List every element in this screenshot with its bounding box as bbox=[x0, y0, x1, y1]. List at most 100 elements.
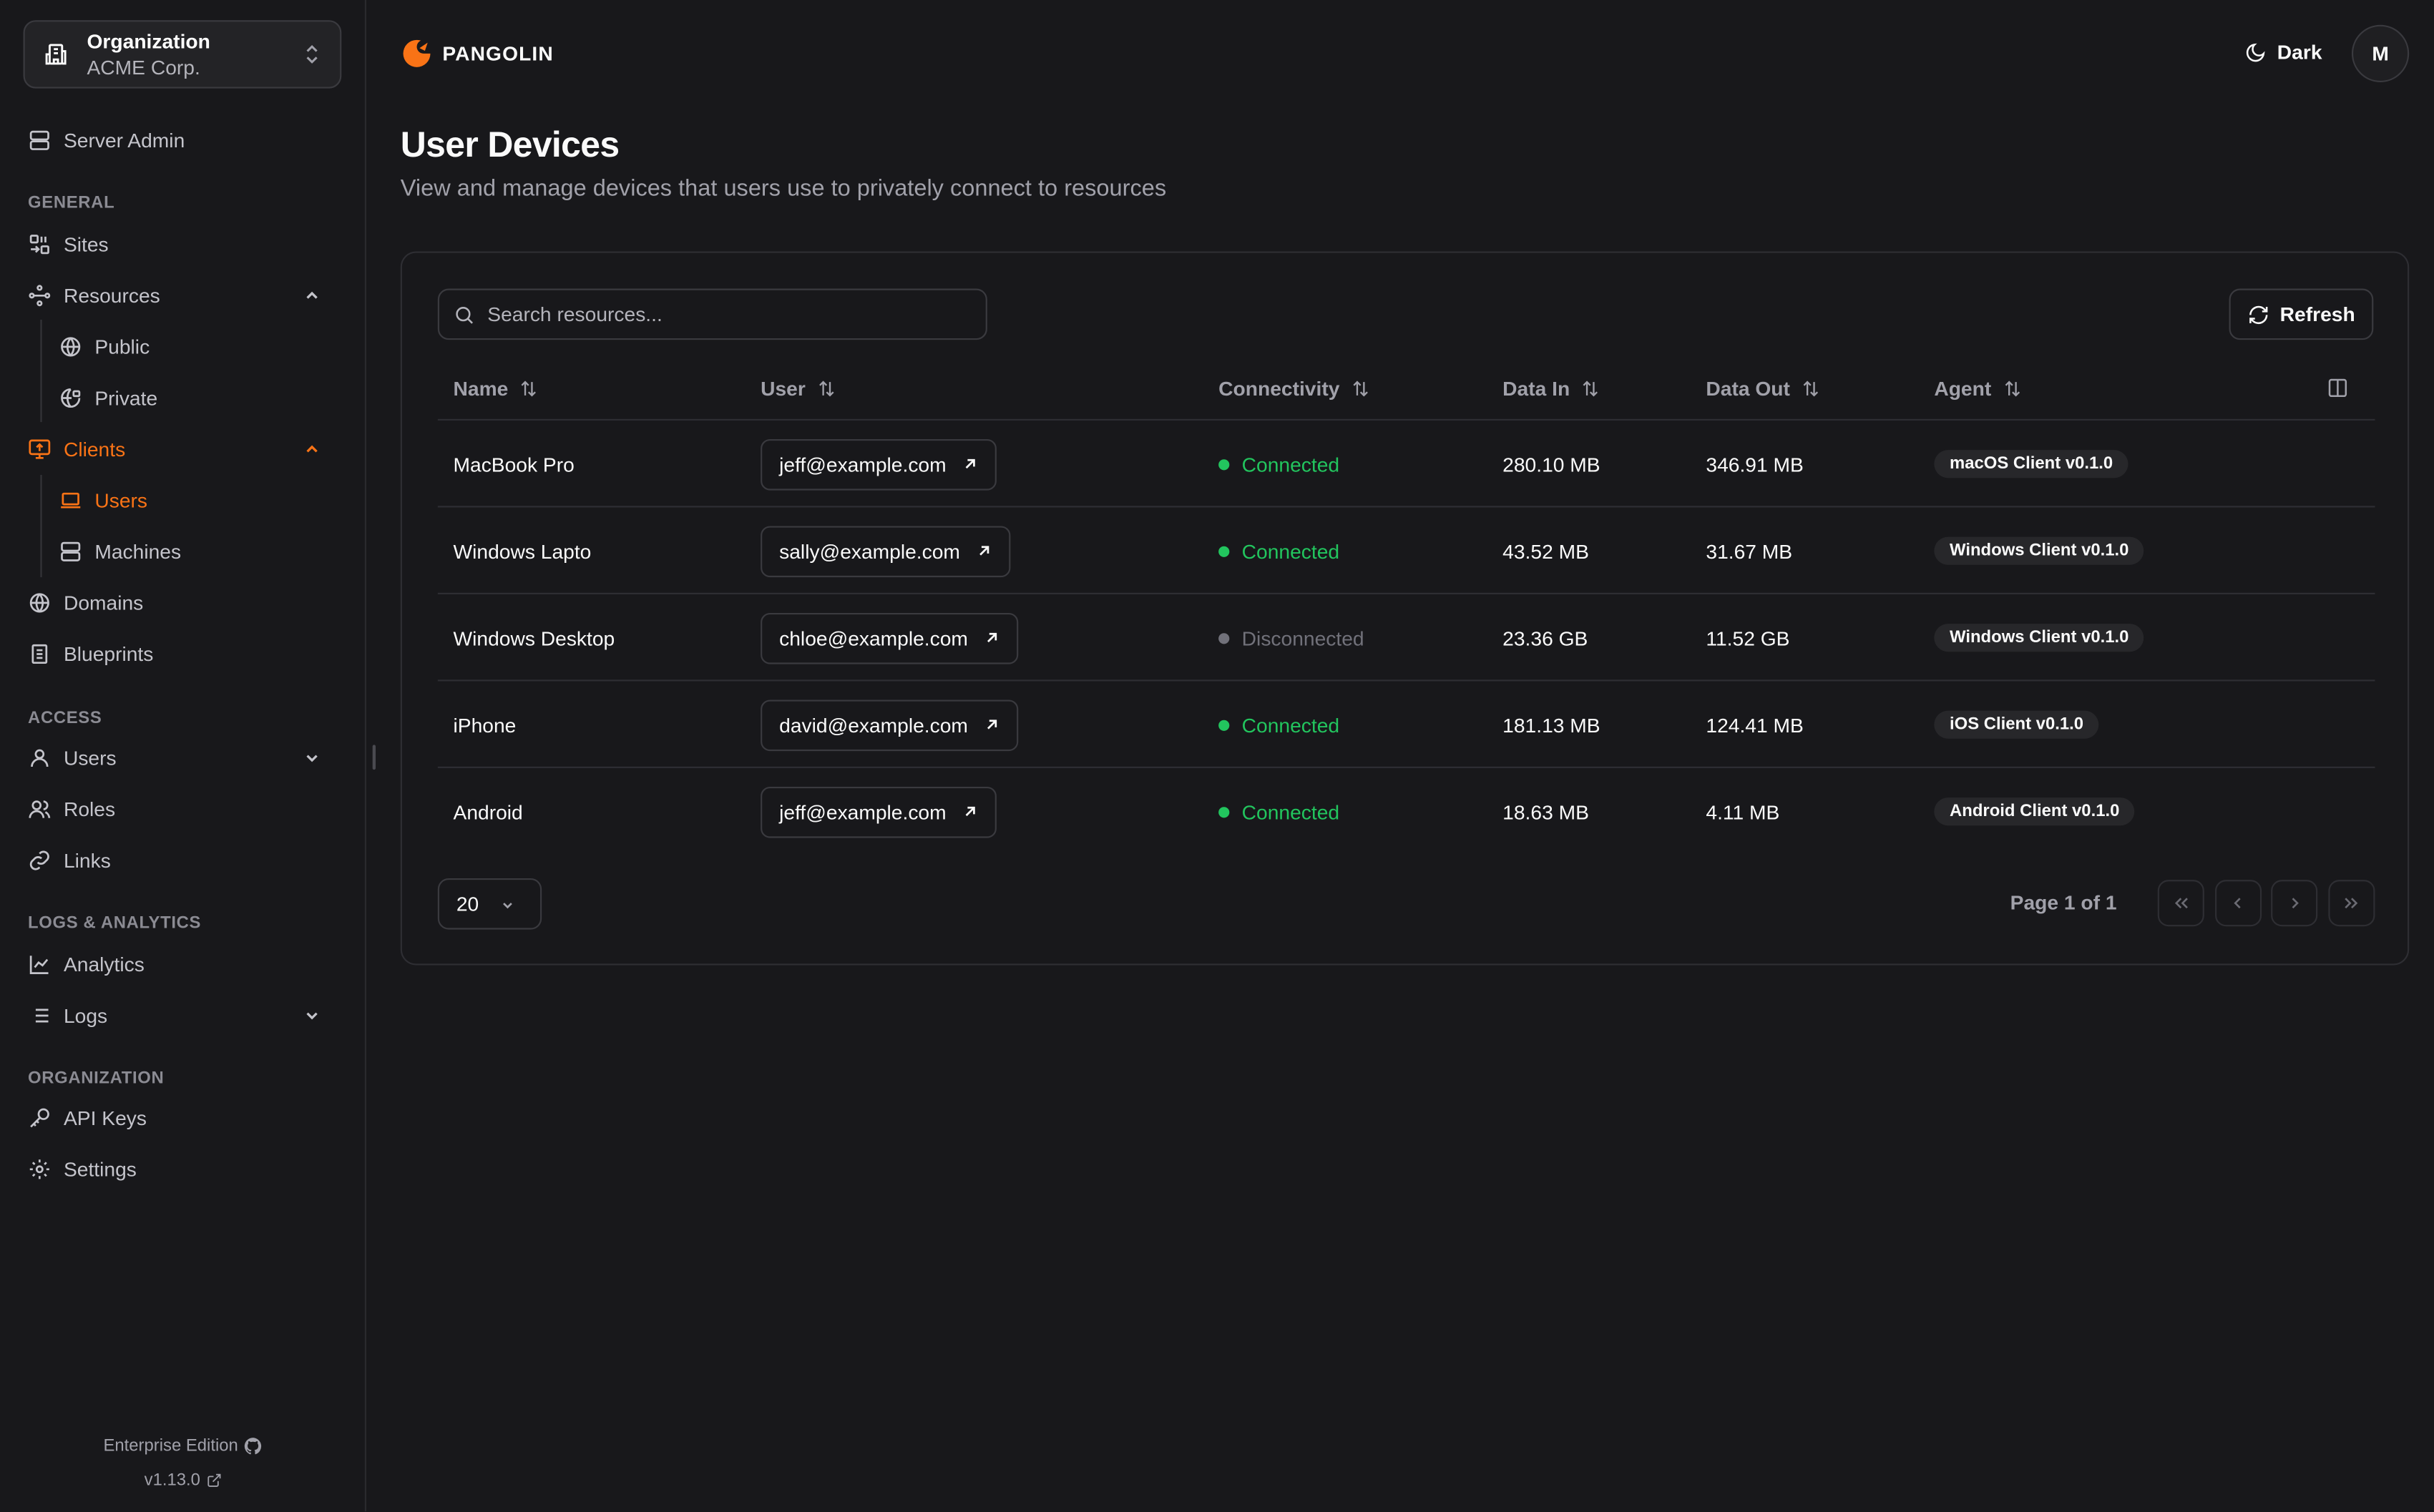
chevrons-up-down-icon bbox=[306, 44, 318, 64]
sidebar-item-api-keys[interactable]: API Keys bbox=[28, 1099, 333, 1136]
moon-icon bbox=[2246, 42, 2265, 62]
sidebar-item-users[interactable]: Users bbox=[59, 481, 333, 519]
status-label: Disconnected bbox=[1241, 626, 1364, 649]
data-out: 11.52 GB bbox=[1706, 626, 1790, 649]
user-email: jeff@example.com bbox=[779, 800, 947, 823]
globe-icon bbox=[61, 336, 81, 356]
edition-link[interactable]: Enterprise Edition bbox=[0, 1437, 366, 1455]
globe-lock-icon bbox=[61, 387, 81, 407]
table-row: Windows Desktop chloe@example.com Disconne… bbox=[437, 592, 2375, 681]
user-link-button[interactable]: jeff@example.com bbox=[761, 785, 997, 838]
org-switcher[interactable]: Organization ACME Corp. bbox=[23, 20, 342, 89]
user-link-button[interactable]: sally@example.com bbox=[761, 525, 1010, 577]
chevron-up-icon bbox=[306, 445, 318, 453]
user-avatar[interactable]: M bbox=[2351, 24, 2410, 82]
columns-toggle-icon[interactable] bbox=[2327, 377, 2348, 398]
sidebar-resize-handle[interactable] bbox=[372, 745, 376, 770]
sidebar-item-clients[interactable]: Clients bbox=[28, 430, 333, 467]
search-input[interactable] bbox=[487, 303, 954, 326]
chevron-down-icon bbox=[306, 755, 318, 762]
sidebar-item-private[interactable]: Private bbox=[59, 378, 333, 416]
section-organization: ORGANIZATION bbox=[28, 1069, 165, 1088]
column-header-label: Connectivity bbox=[1218, 377, 1340, 401]
prev-page-button[interactable] bbox=[2215, 880, 2262, 927]
sidebar-item-machines[interactable]: Machines bbox=[59, 532, 333, 569]
monitor-up-icon bbox=[29, 438, 51, 458]
user-link-button[interactable]: jeff@example.com bbox=[761, 438, 997, 490]
sidebar-item-domains[interactable]: Domains bbox=[28, 584, 333, 621]
column-header-user[interactable]: User bbox=[761, 377, 836, 401]
sidebar-item-logs[interactable]: Logs bbox=[28, 996, 333, 1034]
user-email: david@example.com bbox=[779, 712, 968, 737]
sidebar-item-label: Blueprints bbox=[63, 642, 154, 665]
column-header-status[interactable]: Connectivity bbox=[1218, 377, 1371, 401]
org-label: Organization bbox=[87, 29, 210, 53]
key-icon bbox=[30, 1107, 49, 1127]
sidebar-item-roles[interactable]: Roles bbox=[28, 790, 333, 827]
column-header-label: Name bbox=[453, 377, 509, 401]
pangolin-logo-icon bbox=[403, 39, 431, 67]
user-email: chloe@example.com bbox=[779, 626, 968, 649]
status-dot bbox=[1218, 545, 1230, 556]
status-dot bbox=[1218, 458, 1230, 470]
column-header-label: Agent bbox=[1934, 377, 1992, 401]
column-header-label: User bbox=[761, 377, 806, 401]
sidebar-item-resources[interactable]: Resources bbox=[28, 276, 333, 313]
sidebar-item-label: Resources bbox=[63, 283, 160, 307]
last-page-button[interactable] bbox=[2328, 880, 2375, 927]
arrow-up-right-icon bbox=[987, 632, 997, 643]
page-subtitle: View and manage devices that users use t… bbox=[400, 175, 1167, 202]
device-name: Windows Lapto bbox=[453, 539, 592, 563]
search-icon bbox=[456, 305, 473, 323]
brand-logo[interactable]: PANGOLIN bbox=[401, 37, 554, 70]
server-icon bbox=[29, 129, 49, 149]
sort-icon bbox=[2005, 381, 2020, 397]
external-link-icon bbox=[207, 1473, 221, 1487]
page-size-select[interactable]: 20 bbox=[437, 878, 542, 930]
user-link-button[interactable]: chloe@example.com bbox=[761, 612, 1018, 664]
data-in: 280.10 MB bbox=[1502, 452, 1600, 476]
link-icon bbox=[29, 850, 49, 870]
search-field[interactable] bbox=[437, 288, 987, 340]
user-link-button[interactable]: david@example.com bbox=[761, 699, 1018, 751]
first-page-button[interactable] bbox=[2157, 880, 2204, 927]
sidebar-item-sites[interactable]: Sites bbox=[28, 225, 333, 262]
sidebar-item-links[interactable]: Links bbox=[28, 841, 333, 878]
status-label: Connected bbox=[1241, 712, 1340, 737]
gear-icon bbox=[29, 1159, 49, 1179]
sidebar-item-public[interactable]: Public bbox=[59, 328, 333, 365]
version-link[interactable]: v1.13.0 bbox=[0, 1471, 366, 1490]
github-icon bbox=[245, 1438, 262, 1455]
sidebar-item-blueprints[interactable]: Blueprints bbox=[28, 634, 333, 672]
sidebar-item-access-users[interactable]: Users bbox=[28, 739, 333, 776]
sidebar-item-analytics[interactable]: Analytics bbox=[28, 945, 333, 982]
next-page-button[interactable] bbox=[2271, 880, 2318, 927]
refresh-button[interactable]: Refresh bbox=[2229, 288, 2374, 340]
column-header-data-out[interactable]: Data Out bbox=[1706, 377, 1821, 401]
data-out: 124.41 MB bbox=[1706, 712, 1804, 737]
sidebar-item-server-admin[interactable]: Server Admin bbox=[28, 121, 333, 158]
data-in: 43.52 MB bbox=[1502, 539, 1589, 563]
sort-icon bbox=[1803, 381, 1819, 397]
connectivity-status: Disconnected bbox=[1218, 594, 1364, 681]
theme-toggle[interactable]: Dark bbox=[2244, 40, 2322, 64]
device-name: Windows Desktop bbox=[453, 626, 615, 649]
table-row: MacBook Pro jeff@example.com Connected 280.… bbox=[437, 418, 2375, 506]
column-header-label: Data In bbox=[1502, 377, 1570, 401]
users-icon bbox=[29, 800, 51, 818]
sidebar-item-settings[interactable]: Settings bbox=[28, 1150, 333, 1187]
sidebar-item-label: Settings bbox=[63, 1157, 137, 1180]
sidebar-item-label: Sites bbox=[63, 232, 109, 255]
sidebar-item-label: Analytics bbox=[63, 952, 145, 976]
column-header-name[interactable]: Name bbox=[454, 377, 539, 401]
refresh-label: Refresh bbox=[2279, 303, 2355, 326]
column-header-data-in[interactable]: Data In bbox=[1502, 377, 1600, 401]
table-row: iPhone david@example.com Connected 181.13 M… bbox=[437, 679, 2375, 767]
column-header-agent[interactable]: Agent bbox=[1934, 377, 2022, 401]
org-name: ACME Corp. bbox=[87, 56, 200, 79]
sort-icon bbox=[818, 381, 834, 397]
status-dot bbox=[1218, 806, 1230, 818]
connectivity-status: Connected bbox=[1218, 681, 1339, 767]
sort-icon bbox=[1353, 381, 1368, 397]
sidebar-item-label: Users bbox=[63, 745, 117, 770]
